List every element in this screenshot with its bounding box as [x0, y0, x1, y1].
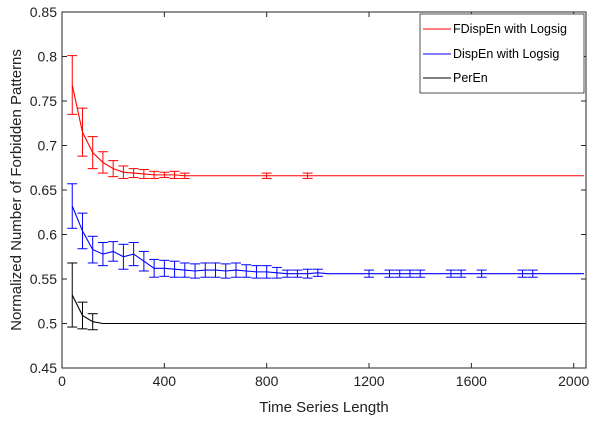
- error-bar-dispen: [149, 258, 160, 278]
- error-bar-fdispen: [302, 172, 313, 179]
- error-bar-fdispen: [138, 169, 149, 179]
- legend-label-dispen: DispEn with Logsig: [453, 47, 559, 61]
- y-axis: 0.45 0.5 0.55 0.6 0.65 0.7 0.75 0.8 0.85: [30, 4, 586, 376]
- y-tick-label: 0.45: [30, 360, 57, 376]
- error-bar-peren: [77, 301, 88, 330]
- error-bar-dispen: [302, 268, 313, 279]
- error-bar-dispen: [364, 269, 375, 278]
- error-bar-dispen: [220, 263, 231, 279]
- error-bar-peren: [87, 313, 98, 331]
- y-tick-label: 0.65: [30, 182, 57, 198]
- error-bar-fdispen: [97, 151, 108, 174]
- error-bar-fdispen: [87, 136, 98, 170]
- error-bar-dispen: [456, 269, 467, 278]
- error-bar-dispen: [138, 250, 149, 272]
- legend-label-peren: PerEn: [453, 71, 488, 85]
- error-bar-dispen: [384, 269, 395, 278]
- error-bar-dispen: [179, 262, 190, 278]
- error-bar-dispen: [128, 242, 139, 267]
- y-axis-title: Normalized Number of Forbidden Patterns: [8, 49, 25, 331]
- series-layer: [67, 55, 584, 331]
- error-bar-dispen: [210, 262, 221, 278]
- error-bar-dispen: [292, 269, 303, 278]
- x-tick-label: 400: [153, 373, 177, 389]
- error-bar-dispen: [87, 235, 98, 264]
- error-bar-dispen: [271, 266, 282, 279]
- error-bar-dispen: [97, 242, 108, 267]
- x-tick-label: 800: [255, 373, 279, 389]
- series-line-dispen: [71, 205, 584, 275]
- error-bar-dispen: [415, 269, 426, 278]
- error-bar-fdispen: [77, 107, 88, 157]
- y-tick-label: 0.75: [30, 93, 57, 109]
- series-line-peren: [71, 294, 584, 325]
- series-line-fdispen: [71, 84, 584, 177]
- error-bar-dispen: [282, 269, 293, 278]
- error-bar-dispen: [241, 264, 252, 278]
- error-bar-dispen: [527, 269, 538, 278]
- error-bar-dispen: [77, 212, 88, 250]
- error-bar-dispen: [404, 269, 415, 278]
- error-bar-dispen: [108, 241, 119, 262]
- error-bar-dispen: [230, 262, 241, 278]
- error-bar-dispen: [200, 262, 211, 278]
- error-bar-fdispen: [108, 160, 119, 178]
- legend: FDispEn with Logsig DispEn with Logsig P…: [419, 13, 585, 94]
- y-tick-label: 0.6: [38, 227, 58, 243]
- error-bar-fdispen: [179, 172, 190, 179]
- error-bar-dispen: [159, 259, 170, 277]
- y-tick-label: 0.55: [30, 271, 57, 287]
- y-tick-label: 0.85: [30, 4, 57, 20]
- error-bar-fdispen: [118, 165, 129, 179]
- error-bar-dispen: [476, 269, 487, 278]
- error-bar-dispen: [67, 183, 78, 229]
- x-tick-label: 1200: [353, 373, 384, 389]
- y-tick-label: 0.7: [38, 138, 58, 154]
- error-bar-dispen: [190, 263, 201, 279]
- error-bar-fdispen: [67, 55, 78, 115]
- error-bar-dispen: [312, 268, 323, 277]
- error-bar-fdispen: [261, 172, 272, 179]
- error-bar-dispen: [394, 269, 405, 278]
- error-bar-fdispen: [128, 168, 139, 179]
- y-tick-label: 0.5: [38, 316, 58, 332]
- error-bar-dispen: [261, 265, 272, 279]
- error-bar-fdispen: [149, 170, 160, 179]
- error-bar-fdispen: [169, 170, 180, 179]
- error-bar-dispen: [118, 243, 129, 270]
- error-bar-fdispen: [159, 171, 170, 179]
- x-tick-label: 0: [58, 373, 66, 389]
- x-axis: 0 400 800 1200 1600 2000: [58, 12, 589, 389]
- error-bar-dispen: [445, 269, 456, 278]
- x-tick-label: 2000: [558, 373, 589, 389]
- error-bar-peren: [67, 262, 78, 328]
- x-axis-title: Time Series Length: [259, 399, 389, 416]
- y-tick-label: 0.8: [38, 49, 58, 65]
- error-bar-dispen: [517, 269, 528, 278]
- legend-label-fdispen: FDispEn with Logsig: [453, 22, 567, 36]
- error-bar-dispen: [251, 265, 262, 279]
- error-bar-dispen: [169, 260, 180, 278]
- x-tick-label: 1600: [456, 373, 487, 389]
